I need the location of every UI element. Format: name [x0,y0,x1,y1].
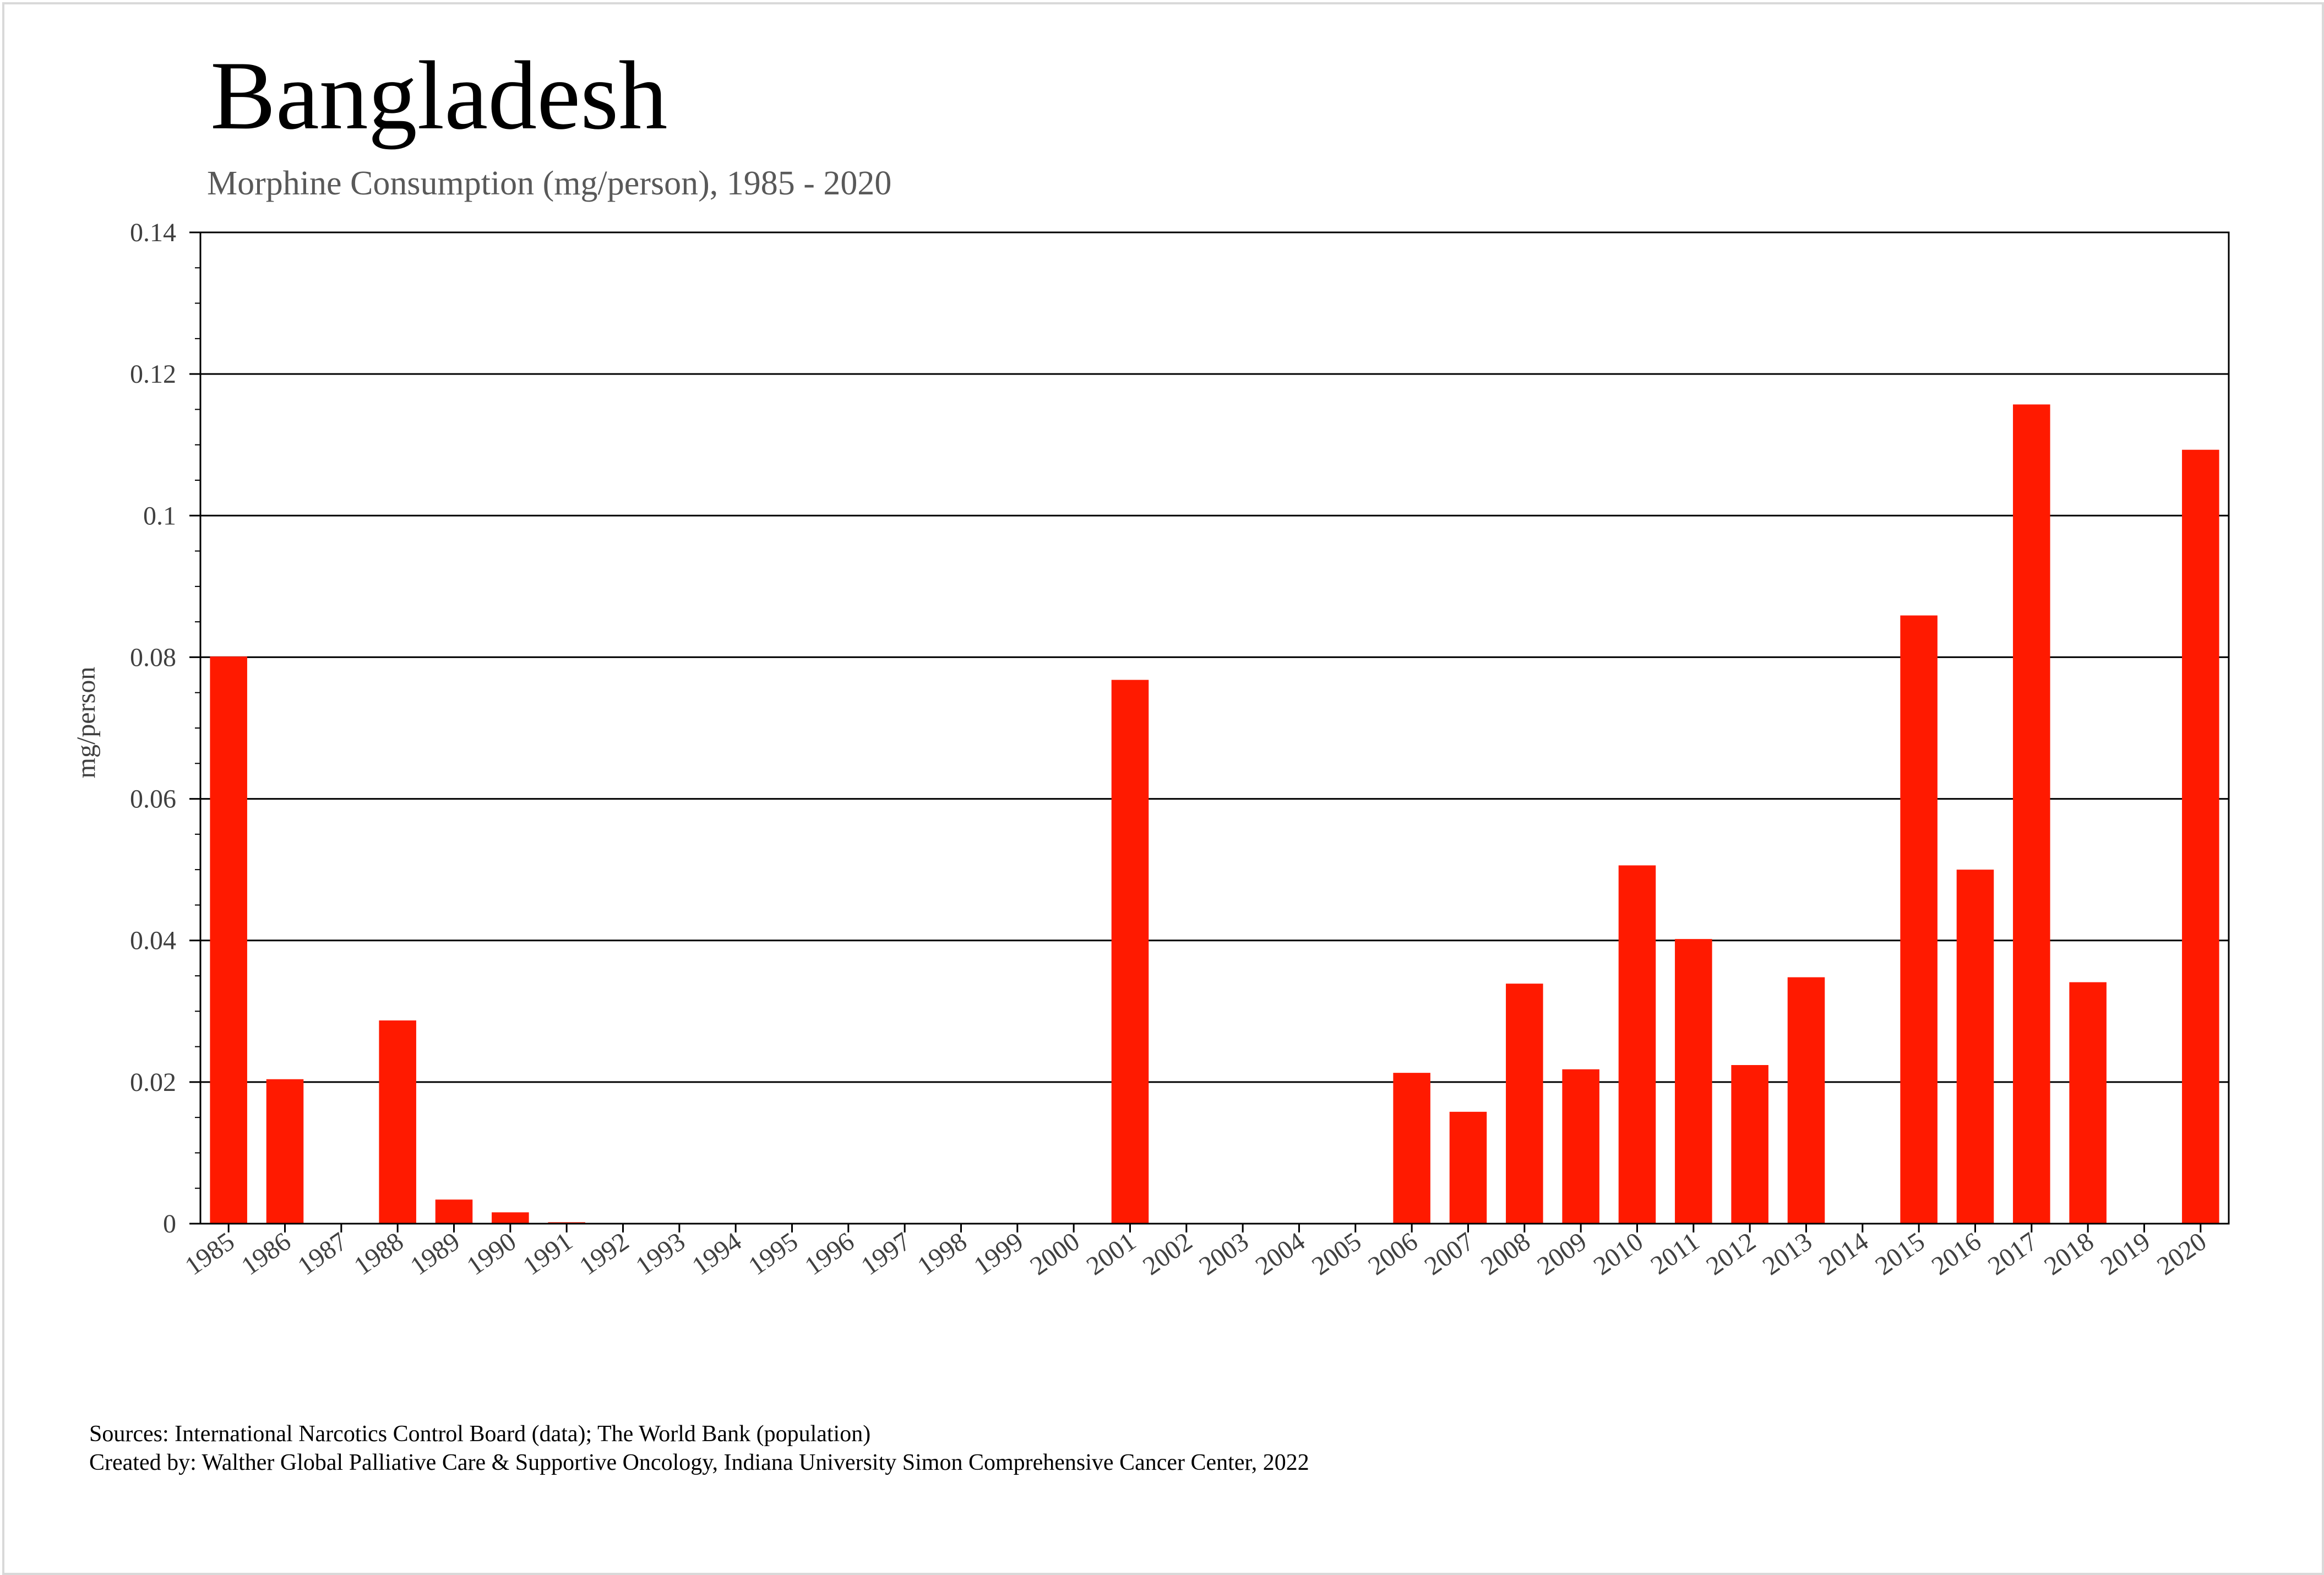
bar-1990 [492,1212,529,1224]
bar-2001 [1111,680,1149,1224]
bar-2013 [1787,977,1825,1224]
x-tick-label: 1998 [912,1227,972,1281]
bar-2017 [2013,404,2050,1224]
x-tick-label: 1995 [743,1227,803,1281]
x-tick-label: 2012 [1701,1227,1761,1281]
x-tick-label: 1986 [236,1227,296,1281]
x-tick-label: 2004 [1250,1227,1310,1281]
bar-1988 [379,1020,416,1224]
y-tick-label: 0 [163,1209,176,1239]
x-tick-label: 2000 [1025,1227,1085,1281]
chart-title: Bangladesh [210,41,668,150]
x-tick-label: 2001 [1081,1227,1141,1281]
y-axis-label: mg/person [72,667,101,779]
y-tick-label: 0.12 [130,360,176,389]
x-tick-label: 2009 [1532,1227,1592,1281]
y-tick-label: 0.04 [130,926,176,955]
x-tick-label: 1988 [349,1227,409,1281]
x-tick-label: 1993 [630,1227,690,1281]
x-tick-label: 1989 [405,1227,465,1281]
bar-2009 [1562,1069,1599,1224]
x-tick-label: 2005 [1307,1227,1367,1281]
x-tick-label: 2019 [2096,1227,2156,1281]
x-tick-label: 2010 [1588,1227,1648,1281]
bar-1986 [266,1079,304,1224]
x-tick-label: 2017 [1983,1227,2043,1281]
bar-1985 [210,656,247,1224]
x-tick-label: 1997 [856,1227,916,1281]
x-tick-label: 1994 [687,1227,747,1281]
bar-2011 [1675,939,1712,1224]
x-tick-label: 2014 [1814,1227,1874,1281]
x-tick-label: 2020 [2152,1227,2212,1281]
bar-2016 [1956,870,1994,1224]
x-tick-label: 2006 [1363,1227,1423,1281]
x-tick-label: 2013 [1757,1227,1817,1281]
bar-2018 [2069,982,2107,1224]
created-by-note: Created by: Walther Global Palliative Ca… [89,1450,1309,1475]
bar-1989 [435,1199,473,1224]
x-tick-label: 2018 [2039,1227,2099,1281]
x-tick-label: 2008 [1476,1227,1536,1281]
y-tick-label: 0.1 [143,501,176,530]
x-tick-label: 2002 [1137,1227,1198,1281]
bars [210,404,2219,1224]
x-tick-label: 2007 [1419,1227,1479,1281]
x-tick-label: 1991 [518,1227,578,1281]
y-tick-label: 0.06 [130,785,176,814]
chart-subtitle: Morphine Consumption (mg/person), 1985 -… [207,165,892,202]
bar-2020 [2182,449,2219,1224]
x-tick-label: 2003 [1194,1227,1254,1281]
y-tick-label: 0.14 [130,218,176,247]
bar-2008 [1506,984,1543,1224]
x-tick-label: 1990 [461,1227,521,1281]
x-tick-label: 1992 [574,1227,634,1281]
sources-note: Sources: International Narcotics Control… [89,1421,871,1447]
bar-2015 [1900,615,1937,1224]
x-tick-label: 1996 [799,1227,859,1281]
x-tick-label: 2016 [1926,1227,1986,1281]
bar-2010 [1618,865,1656,1224]
x-tick-label: 2011 [1646,1227,1705,1280]
y-tick-label: 0.02 [130,1068,176,1097]
bar-2012 [1731,1065,1768,1224]
bar-2006 [1393,1073,1430,1224]
x-tick-label: 2015 [1870,1227,1930,1281]
x-tick-label: 1999 [968,1227,1028,1281]
x-tick-label: 1985 [179,1227,240,1281]
x-tick-label: 1987 [292,1227,352,1281]
y-tick-label: 0.08 [130,643,176,672]
bar-2007 [1449,1111,1487,1224]
plot-border [199,231,2230,1225]
